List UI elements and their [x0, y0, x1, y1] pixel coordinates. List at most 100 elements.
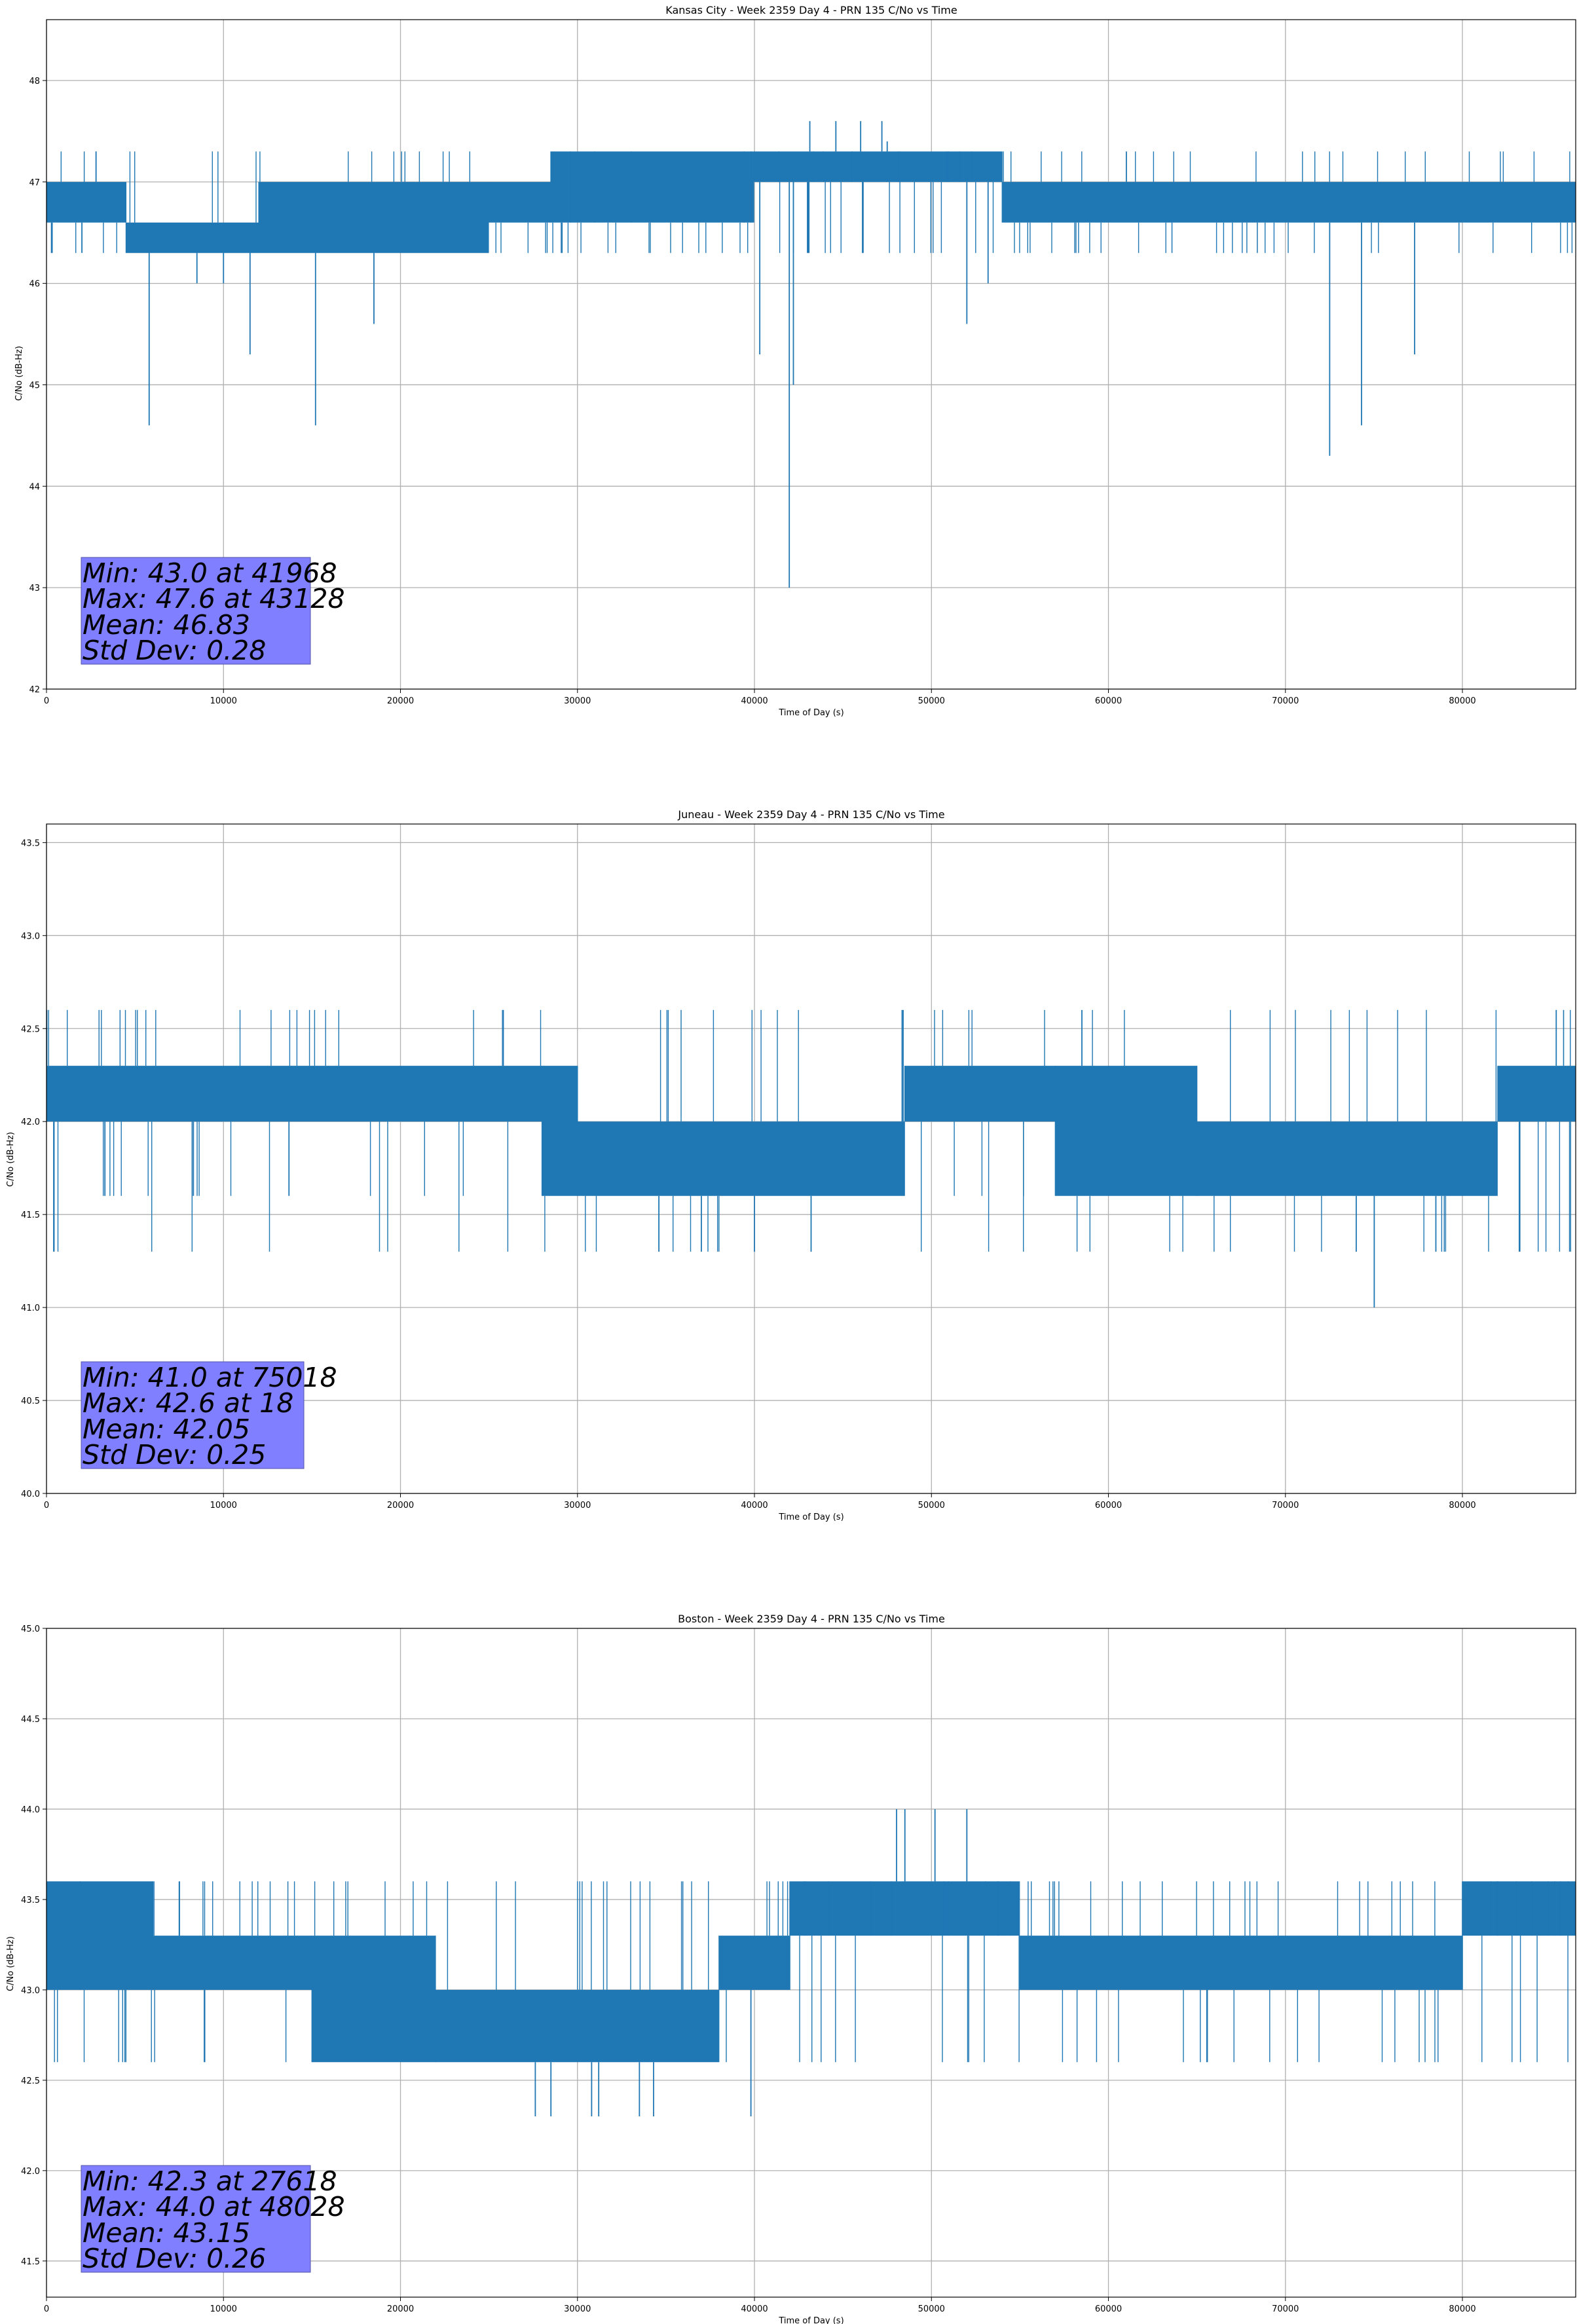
data-band-segment: [488, 181, 551, 223]
data-flicker: [48, 1009, 542, 1252]
axes-frame: [46, 1628, 1576, 2298]
axes-frame: [46, 823, 1576, 1494]
x-axis-label: Time of Day (s): [778, 2316, 844, 2324]
x-tick-label: 20000: [387, 1501, 414, 1510]
x-tick-label: 60000: [1095, 1501, 1122, 1510]
data-band-segment: [1054, 1066, 1198, 1196]
x-axis-ticks: 0 10000 20000 30000 40000 50000 60000 70000 8000…: [44, 689, 1476, 706]
y-tick-label: 45.0: [21, 1624, 40, 1634]
x-tick-label: 0: [44, 1501, 49, 1510]
x-tick-label: 60000: [1095, 2304, 1122, 2314]
data-flicker: [1519, 1009, 1571, 1252]
data-flicker: [314, 1881, 428, 1936]
x-tick-label: 80000: [1449, 696, 1475, 706]
x-axis-label: Time of Day (s): [778, 1512, 844, 1522]
x-tick-label: 10000: [210, 2304, 237, 2314]
stats-mean: Mean: 46.83: [83, 609, 250, 641]
data-band-segment: [754, 151, 1003, 182]
x-tick-label: 40000: [741, 2304, 768, 2314]
y-tick-label: 42.5: [21, 2076, 40, 2086]
stats-box-background: [81, 557, 311, 665]
x-tick-label: 10000: [210, 696, 237, 706]
y-tick-label: 41.5: [21, 2257, 40, 2267]
data-band-segment: [435, 1989, 720, 2063]
chart-title: Juneau - Week 2359 Day 4 - PRN 135 C/No …: [677, 808, 944, 821]
data-series: [46, 1809, 1576, 2117]
stats-std-dev: Std Dev: 0.28: [83, 635, 266, 666]
data-flicker: [447, 1881, 709, 1990]
stats-std-dev: Std Dev: 0.25: [83, 1439, 266, 1471]
x-axis-ticks: 0 10000 20000 30000 40000 50000 60000 70000 8000…: [44, 2297, 1476, 2314]
stats-min: Min: 41.0 at 75018: [83, 1362, 337, 1393]
data-flicker: [799, 1881, 1020, 2063]
data-band-segment: [46, 1881, 153, 1990]
y-axis-label: C/No (dB-Hz): [6, 1132, 16, 1187]
y-tick-label: 41.0: [21, 1303, 40, 1313]
data-flicker: [129, 151, 257, 223]
data-flicker: [54, 1881, 152, 2063]
data-flicker: [552, 151, 752, 253]
stats-box-background: [81, 2165, 311, 2273]
stats-min: Min: 42.3 at 27618: [83, 2165, 337, 2197]
data-band-segment: [1001, 181, 1576, 223]
x-tick-label: 0: [44, 2304, 49, 2314]
x-tick-label: 40000: [741, 696, 768, 706]
data-band-segment: [311, 1936, 436, 2063]
y-tick-label: 44.5: [21, 1715, 40, 1725]
y-tick-label: 42.0: [21, 1117, 40, 1127]
y-tick-label: 47: [29, 178, 40, 188]
data-flicker: [726, 1881, 788, 2063]
x-tick-label: 50000: [918, 1501, 945, 1510]
data-flicker: [1003, 151, 1573, 253]
data-band-segment: [1462, 1881, 1576, 1936]
stats-box: Min: 43.0 at 41968 Max: 47.6 at 43128 Me…: [81, 557, 345, 666]
axes-frame: [46, 19, 1576, 690]
stats-box: Min: 41.0 at 75018 Max: 42.6 at 18 Mean:…: [81, 1361, 337, 1471]
data-flicker: [1481, 1881, 1569, 2063]
stats-max: Max: 47.6 at 43128: [83, 583, 345, 614]
data-flicker: [544, 1195, 546, 1252]
x-tick-label: 30000: [564, 2304, 591, 2314]
data-series: [46, 121, 1576, 588]
stats-std-dev: Std Dev: 0.26: [83, 2243, 266, 2274]
data-band-segment: [550, 151, 754, 223]
y-tick-label: 44.0: [21, 1805, 40, 1815]
data-band-segment: [577, 1121, 905, 1196]
x-axis-ticks: 0 10000 20000 30000 40000 50000 60000 70000 8000…: [44, 1493, 1476, 1510]
stats-mean: Mean: 42.05: [83, 1414, 250, 1445]
data-flicker: [778, 151, 994, 253]
y-axis-ticks: 41.5 42.0 42.5 43.0 43.5 44.0 44.5 45.0: [21, 1624, 46, 2267]
y-tick-label: 48: [29, 77, 40, 86]
x-tick-label: 40000: [741, 1501, 768, 1510]
y-tick-label: 43.5: [21, 838, 40, 848]
x-tick-label: 0: [44, 696, 49, 706]
data-band-segment: [904, 1066, 1056, 1122]
x-axis-label: Time of Day (s): [778, 708, 844, 718]
data-band-segment: [152, 1936, 312, 1990]
x-tick-label: 70000: [1272, 2304, 1299, 2314]
x-tick-label: 30000: [564, 1501, 591, 1510]
x-tick-label: 50000: [918, 696, 945, 706]
x-tick-label: 20000: [387, 2304, 414, 2314]
data-flicker: [259, 151, 470, 182]
y-axis-label: C/No (dB-Hz): [14, 346, 24, 401]
data-band-segment: [1497, 1066, 1576, 1122]
y-axis-ticks: 42 43 44 45 46 47 48: [29, 77, 46, 695]
y-axis-label: C/No (dB-Hz): [6, 1936, 16, 1991]
chart-title: Boston - Week 2359 Day 4 - PRN 135 C/No …: [678, 1613, 945, 1625]
x-tick-label: 70000: [1272, 696, 1299, 706]
x-tick-label: 30000: [564, 696, 591, 706]
y-tick-label: 46: [29, 280, 40, 290]
data-band-segment: [541, 1066, 578, 1196]
y-axis-ticks: 40.0 40.5 41.0 41.5 42.0 42.5 43.0 43.5: [21, 838, 46, 1499]
stats-max: Max: 42.6 at 18: [83, 1387, 293, 1419]
stats-mean: Mean: 43.15: [83, 2217, 250, 2249]
y-tick-label: 40.0: [21, 1490, 40, 1499]
data-series: [46, 1009, 1576, 1308]
x-tick-label: 50000: [918, 2304, 945, 2314]
x-tick-label: 80000: [1449, 2304, 1475, 2314]
chart-title: Kansas City - Week 2359 Day 4 - PRN 135 …: [665, 4, 957, 16]
y-tick-label: 43.5: [21, 1896, 40, 1905]
y-tick-label: 42.5: [21, 1024, 40, 1034]
